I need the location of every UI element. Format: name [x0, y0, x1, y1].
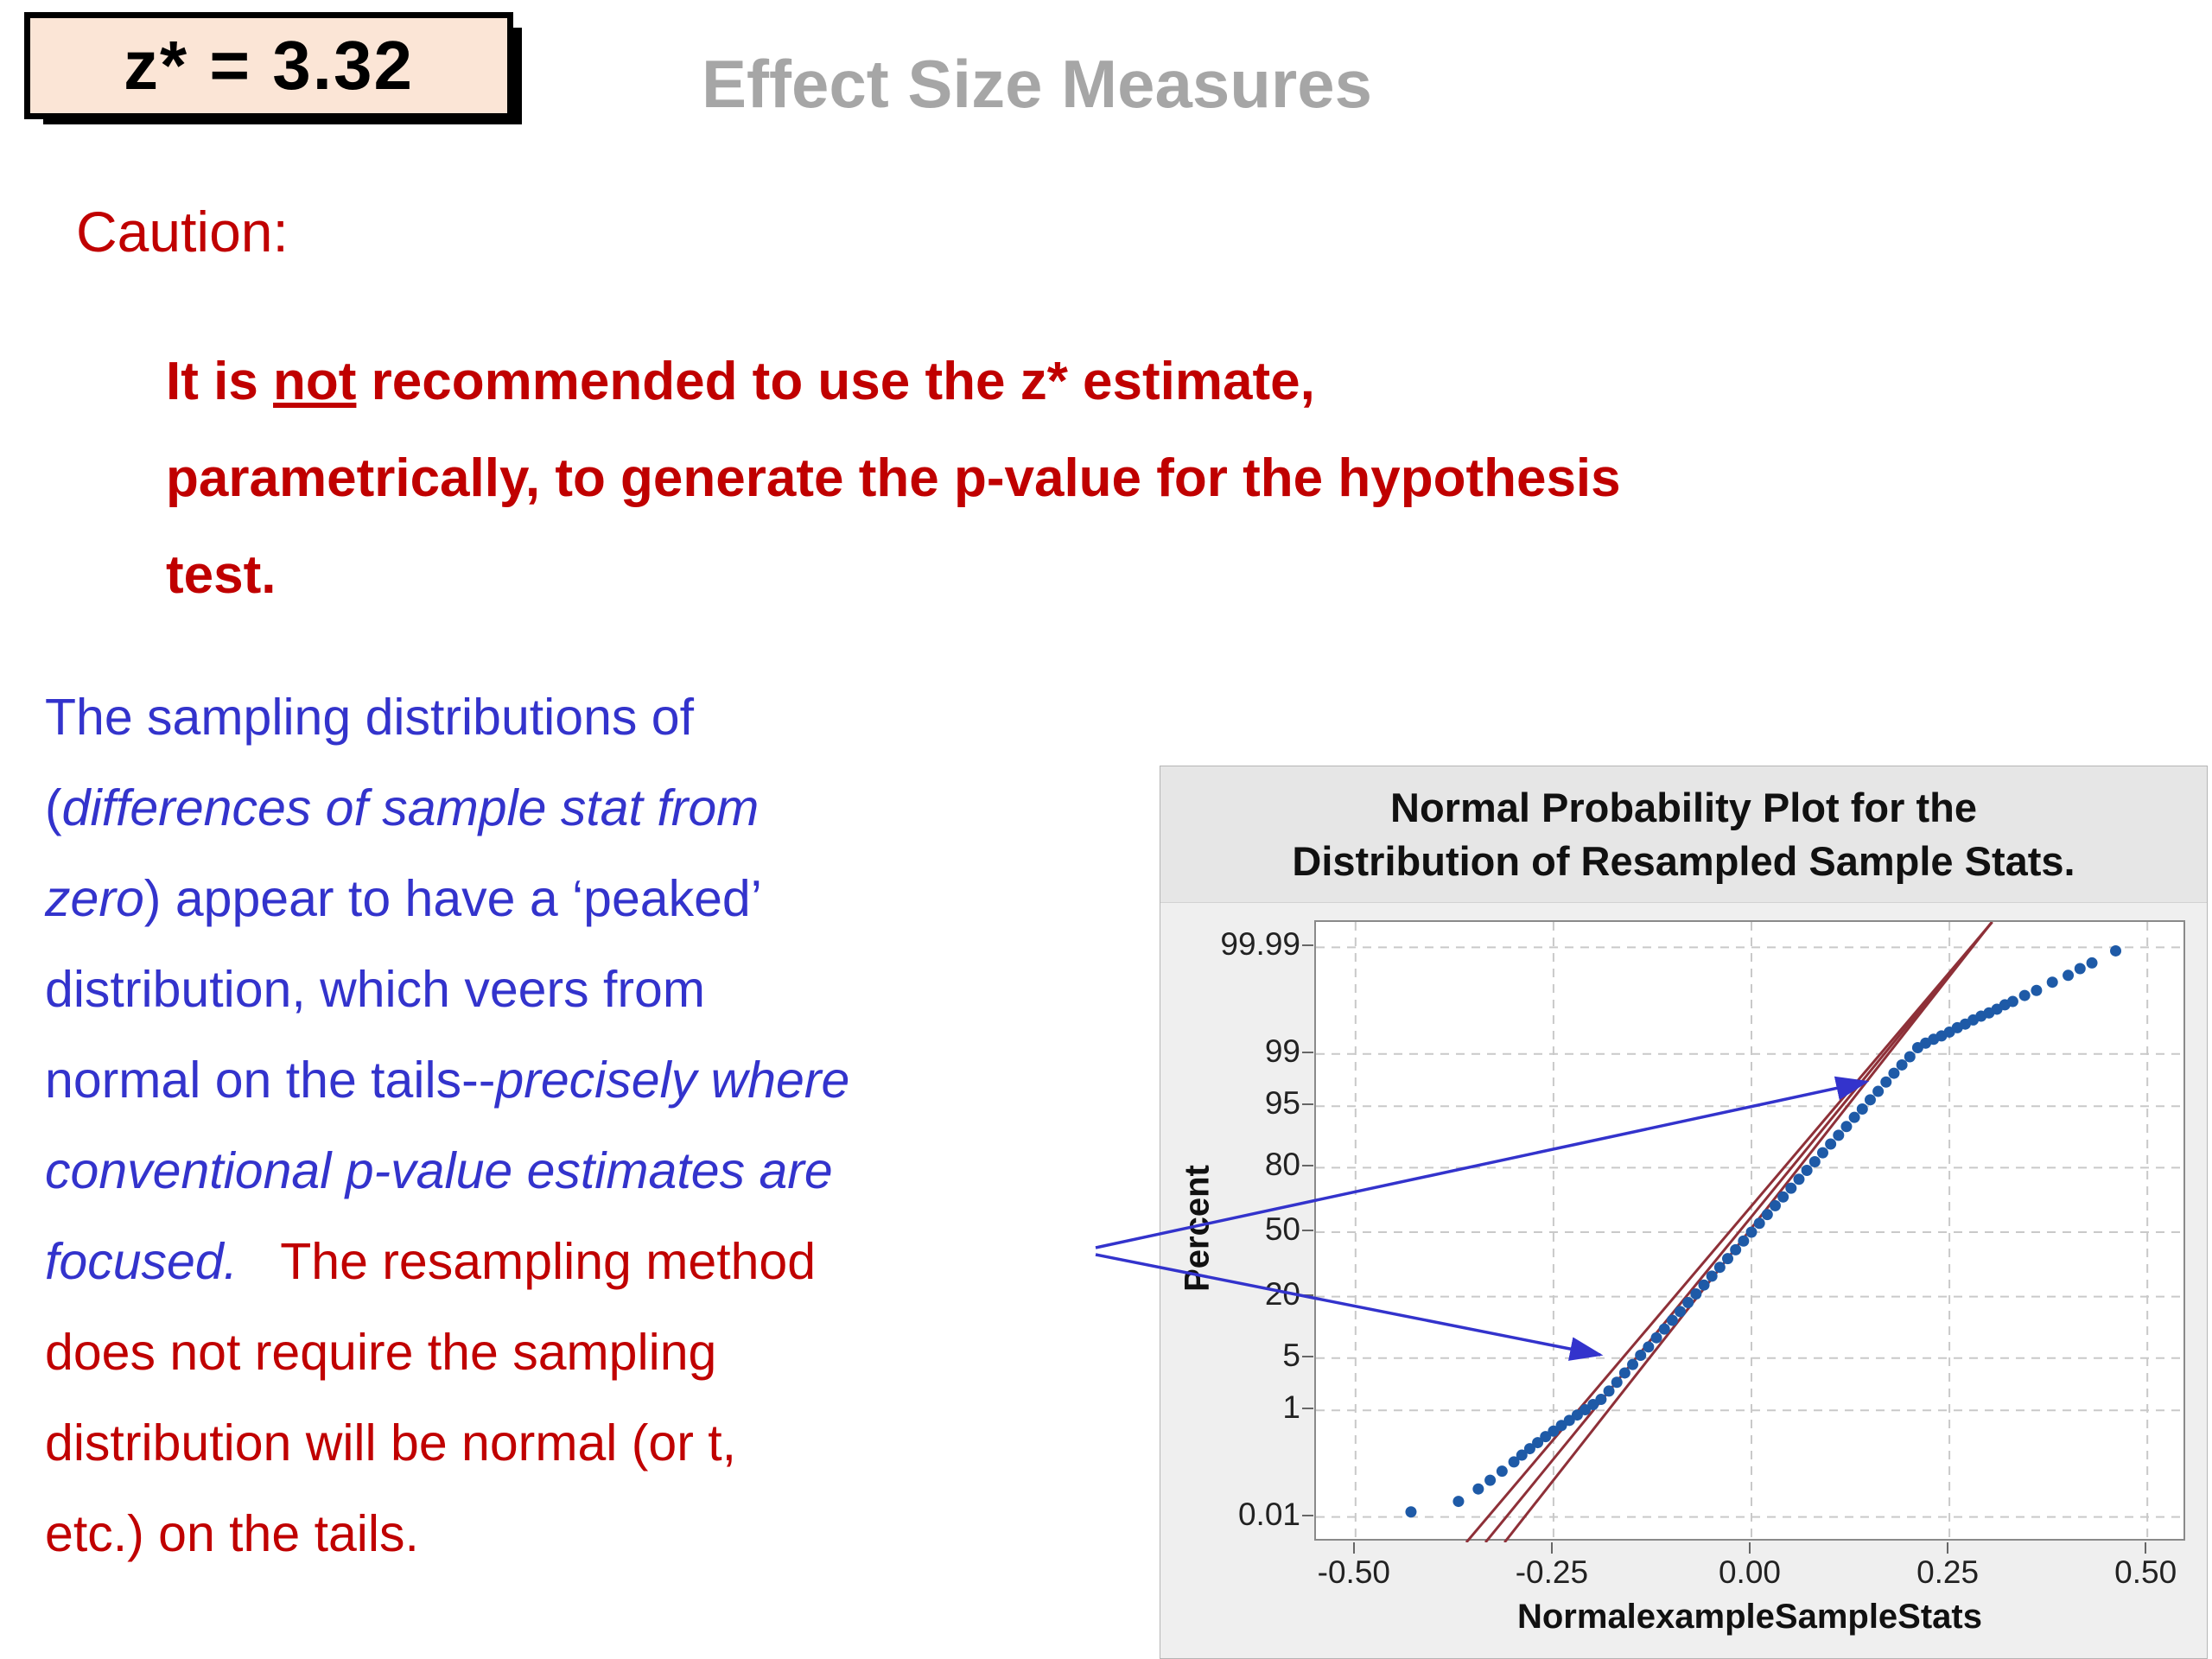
text-line: The sampling distributions of	[45, 689, 694, 746]
x-tick-mark	[1947, 1542, 1949, 1554]
x-tick-label: 0.50	[2114, 1554, 2177, 1590]
y-tick-label: 99	[1264, 1033, 1300, 1069]
y-tick-label: 1	[1282, 1389, 1300, 1426]
y-tick-mark	[1302, 1051, 1313, 1053]
x-tick-mark	[1749, 1542, 1751, 1554]
y-axis-title: Percent	[1178, 1165, 1217, 1292]
x-tick-mark	[1550, 1542, 1553, 1554]
chart-title-line2: Distribution of Resampled Sample Stats.	[1292, 837, 2075, 884]
text-line: test.	[166, 545, 276, 605]
chart-title: Normal Probability Plot for the Distribu…	[1160, 766, 2207, 903]
y-tick-label: 99.99	[1220, 926, 1300, 963]
y-tick-mark	[1302, 1355, 1313, 1357]
probability-plot-panel: Normal Probability Plot for the Distribu…	[1160, 766, 2208, 1659]
y-tick-mark	[1302, 1294, 1313, 1296]
caution-paragraph: It is not recommended to use the z* esti…	[166, 334, 1621, 624]
x-tick-label: -0.25	[1515, 1554, 1589, 1590]
text-line: zero) appear to have a ‘peaked’	[45, 870, 762, 927]
x-tick-mark	[2145, 1542, 2147, 1554]
y-tick-mark	[1302, 1408, 1313, 1410]
x-tick-label: -0.50	[1317, 1554, 1390, 1590]
text-line: distribution, which veers from	[45, 961, 706, 1018]
text-line: etc.) on the tails.	[45, 1505, 419, 1562]
x-tick-mark	[1352, 1542, 1355, 1554]
y-tick-mark	[1302, 944, 1313, 947]
y-tick-mark	[1302, 1514, 1313, 1516]
caution-label: Caution:	[76, 200, 289, 264]
y-tick-label: 0.01	[1237, 1496, 1300, 1532]
x-axis-title: NormalexampleSampleStats	[1516, 1598, 1982, 1636]
x-tick-label: 0.25	[1916, 1554, 1980, 1590]
z-star-value-box: z* = 3.32	[24, 12, 513, 119]
y-tick-mark	[1302, 1103, 1313, 1106]
text-line: It is not recommended to use the z* esti…	[166, 352, 1315, 411]
text-line: distribution will be normal (or t,	[45, 1414, 737, 1471]
y-tick-mark	[1302, 1165, 1313, 1167]
x-tick-label: 0.00	[1718, 1554, 1781, 1590]
y-tick-mark	[1302, 1230, 1313, 1231]
page-title: Effect Size Measures	[702, 46, 1373, 122]
text-line: does not require the sampling	[45, 1324, 717, 1381]
z-star-value: z* = 3.32	[123, 27, 414, 104]
text-line: (differences of sample stat from	[45, 779, 760, 836]
chart-title-line1: Normal Probability Plot for the	[1390, 784, 1977, 830]
body-paragraph: The sampling distributions of (difference…	[45, 672, 849, 1580]
text-line: conventional p-value estimates are	[45, 1142, 833, 1199]
text-line: normal on the tails--precisely where	[45, 1052, 850, 1109]
plot-area	[1314, 920, 2187, 1542]
scatter-points	[1405, 944, 2122, 1518]
text-line: focused. The resampling method	[45, 1233, 817, 1290]
text-line: parametrically, to generate the p-value …	[166, 448, 1621, 508]
